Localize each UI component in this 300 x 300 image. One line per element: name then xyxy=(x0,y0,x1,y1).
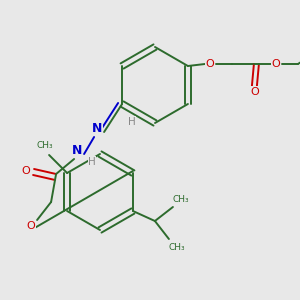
Text: CH₃: CH₃ xyxy=(37,140,53,149)
Text: CH₃: CH₃ xyxy=(172,194,189,203)
Text: CH₃: CH₃ xyxy=(169,242,185,251)
Text: O: O xyxy=(22,166,31,176)
Text: H: H xyxy=(128,117,136,127)
Text: N: N xyxy=(72,145,82,158)
Text: H: H xyxy=(88,157,96,167)
Text: O: O xyxy=(250,87,259,97)
Text: O: O xyxy=(272,59,280,69)
Text: O: O xyxy=(206,59,214,69)
Text: N: N xyxy=(92,122,102,136)
Text: O: O xyxy=(27,221,35,231)
